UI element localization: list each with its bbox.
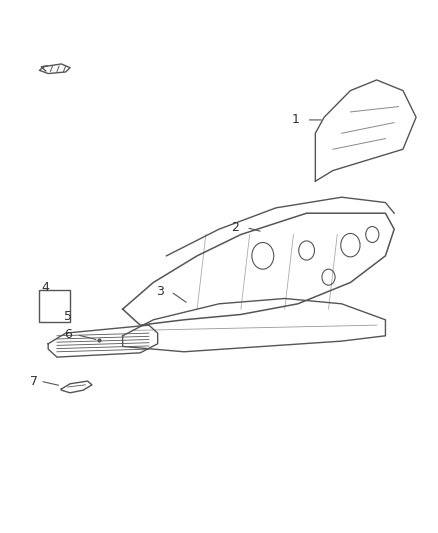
FancyBboxPatch shape (39, 290, 70, 322)
Text: 3: 3 (156, 285, 164, 298)
Text: 1: 1 (292, 114, 300, 126)
Text: 2: 2 (231, 221, 239, 234)
Text: 4: 4 (42, 281, 49, 294)
Text: 7: 7 (30, 375, 38, 387)
Text: 6: 6 (64, 328, 72, 341)
Text: 5: 5 (64, 310, 72, 322)
